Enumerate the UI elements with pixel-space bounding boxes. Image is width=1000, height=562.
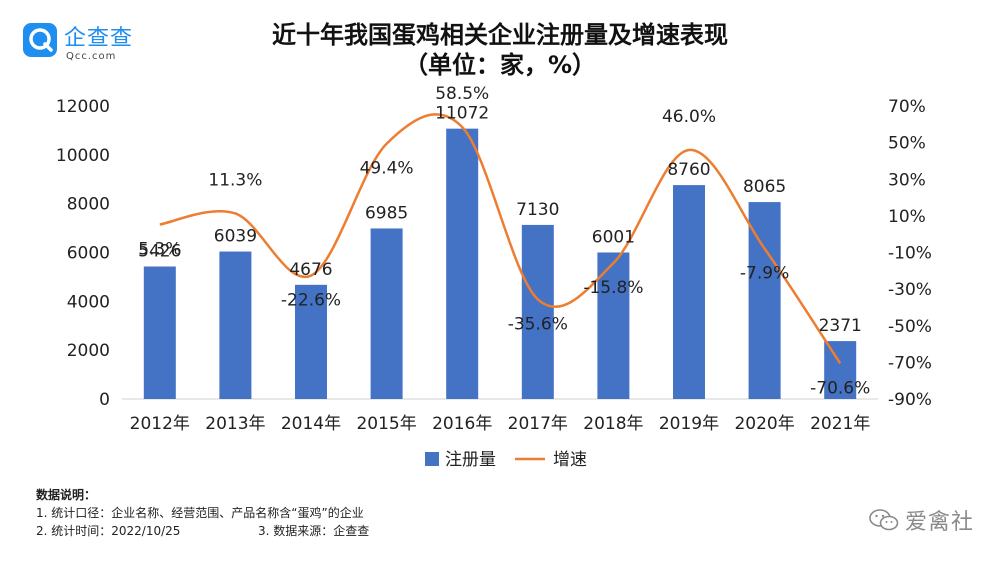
x-tick-label: 2012年 [130,414,190,434]
x-tick-label: 2019年 [659,414,719,434]
y-left-tick-label: 10000 [56,146,110,166]
bar-value-label: 4676 [289,260,332,280]
notes-heading: 数据说明： [36,488,97,502]
bar [370,228,403,399]
x-tick-label: 2014年 [281,414,341,434]
x-tick-label: 2016年 [432,414,492,434]
bar-value-label: 6039 [214,227,257,247]
y-right-tick-label: 30% [888,170,926,190]
line-value-label: 11.3% [208,170,262,190]
legend-label-line: 增速 [553,450,587,470]
legend-swatch-bars [425,452,439,466]
y-left-tick-label: 12000 [56,97,110,117]
line-value-label: -70.6% [810,378,870,398]
notes-item-3: 3. 数据来源：企查查 [258,524,370,538]
watermark: 爱禽社 [869,504,974,536]
bar [597,252,630,399]
y-right-tick-label: 50% [888,134,926,154]
legend-label-bars: 注册量 [445,450,496,470]
line-value-label: 46.0% [662,107,716,127]
bar [295,284,327,399]
bar [446,128,479,399]
data-notes: 数据说明： 1. 统计口径：企业名称、经营范围、产品名称含“蛋鸡”的企业 2. … [36,486,369,540]
line-value-label: -15.8% [583,278,643,298]
bar-value-label: 6001 [592,227,635,247]
chart-title-line1: 近十年我国蛋鸡相关企业注册量及增速表现 [272,21,728,49]
bar-value-label: 8760 [667,160,710,180]
growth-line [159,113,842,365]
bar [748,202,781,399]
notes-item-2: 2. 统计时间：2022/10/25 [36,524,181,538]
x-tick-label: 2018年 [583,414,643,434]
y-left-tick-label: 6000 [67,244,110,264]
watermark-text: 爱禽社 [904,510,974,535]
x-tick-label: 2020年 [734,414,794,434]
bar [521,224,554,399]
y-left-tick-label: 4000 [67,292,110,312]
notes-item-1: 1. 统计口径：企业名称、经营范围、产品名称含“蛋鸡”的企业 [36,506,364,520]
line-value-label: -7.9% [740,264,789,284]
bar [219,251,252,399]
x-tick-label: 2013年 [205,414,265,434]
chart-title-line2: （单位：家，%） [403,51,597,79]
line-value-label: -22.6% [281,291,341,311]
y-left-tick-label: 0 [99,390,110,410]
bar [143,266,176,399]
bar [824,341,857,399]
bar-value-label: 7130 [516,200,559,220]
bar-value-label: 6985 [365,203,408,223]
brand-domain: Qcc.com [66,51,117,62]
y-right-tick-label: 10% [888,207,926,227]
line-value-label: 58.5% [435,84,489,104]
brand-name: 企查查 [64,26,134,51]
bar-value-label: 11072 [435,104,489,124]
wechat-icon [869,509,899,531]
y-right-tick-label: 70% [888,97,926,117]
bar [673,185,705,399]
line-value-label: -35.6% [508,314,568,334]
x-tick-label: 2017年 [508,414,568,434]
qcc-logo-icon [23,23,57,57]
y-right-tick-label: -50% [888,317,932,337]
bar-value-label: 5426 [138,242,181,262]
y-right-tick-label: -10% [888,244,932,264]
bar-value-label: 2371 [819,316,862,336]
y-right-tick-label: -70% [888,353,932,373]
x-tick-label: 2021年 [810,414,870,434]
y-left-tick-label: 8000 [67,195,110,215]
x-tick-label: 2015年 [356,414,416,434]
line-value-label: 49.4% [360,159,414,179]
line-value-label: 5.3% [138,239,181,259]
brand-logo: 企查查 Qcc.com [22,18,172,70]
y-right-tick-label: -90% [888,390,932,410]
y-right-tick-label: -30% [888,280,932,300]
bar-value-label: 8065 [743,177,786,197]
chart-title: 近十年我国蛋鸡相关企业注册量及增速表现 （单位：家，%） [0,20,1000,80]
y-left-tick-label: 2000 [67,341,110,361]
